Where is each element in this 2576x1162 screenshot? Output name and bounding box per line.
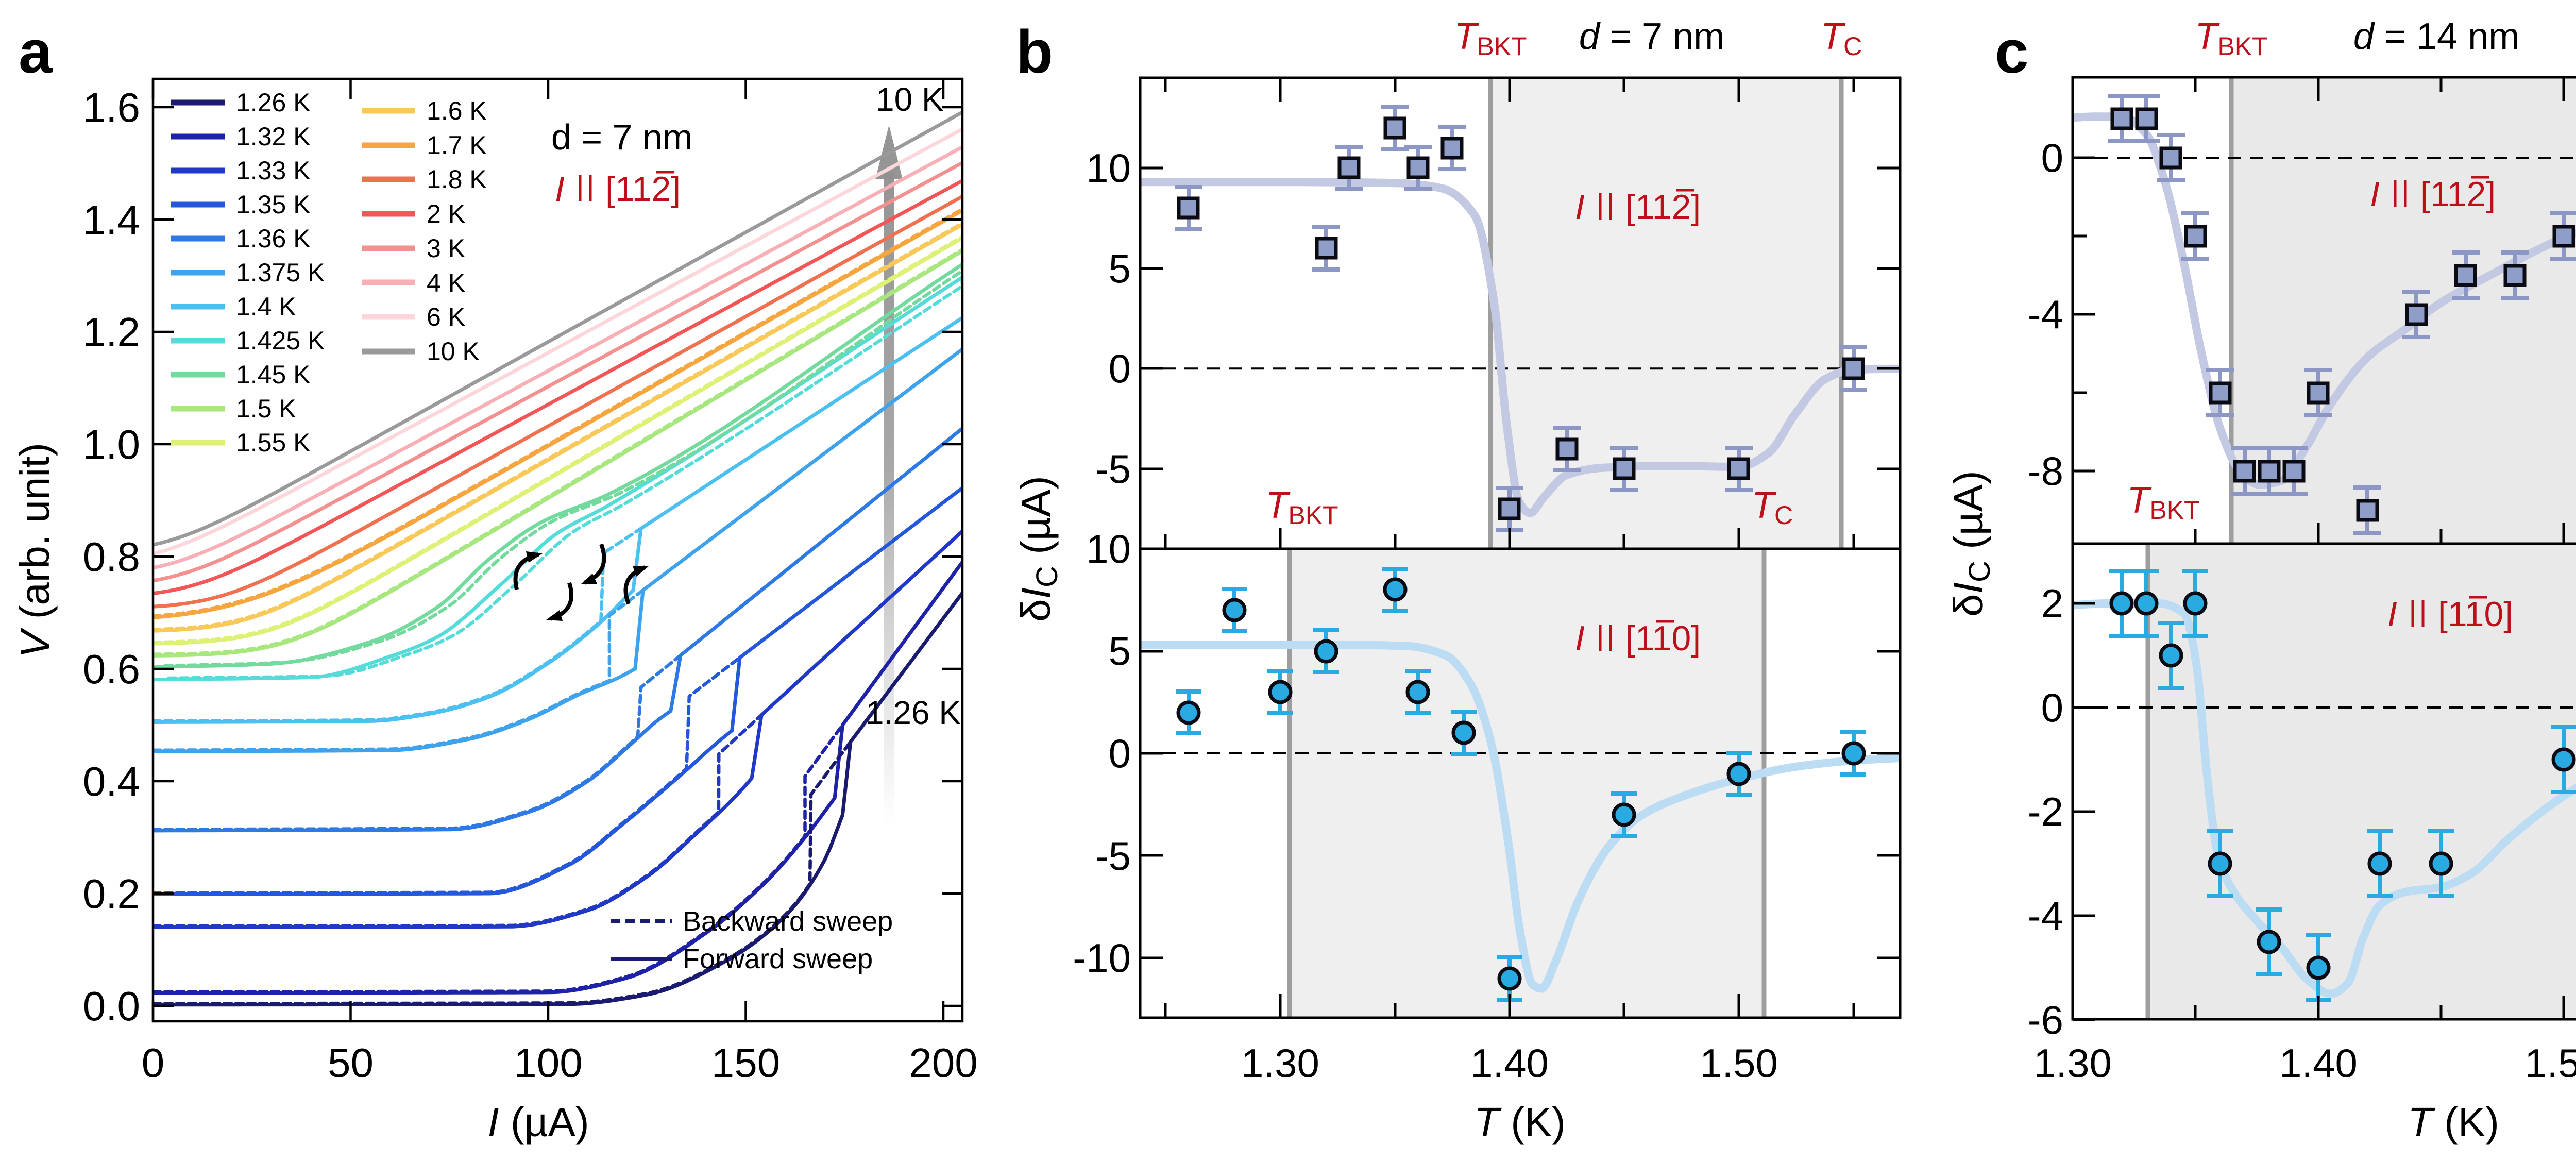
svg-text:2: 2	[2041, 581, 2063, 626]
svg-text:1.375 K: 1.375 K	[236, 258, 325, 287]
svg-text:1.35 K: 1.35 K	[236, 190, 311, 219]
svg-text:1.4: 1.4	[83, 197, 140, 243]
svg-text:3 K: 3 K	[427, 234, 465, 263]
svg-text:I (µA): I (µA)	[487, 1099, 589, 1145]
svg-text:[112]: [112]	[2420, 175, 2496, 214]
svg-text:1.40: 1.40	[2279, 1040, 2358, 1086]
svg-text:1.50: 1.50	[1700, 1040, 1778, 1086]
svg-text:TC: TC	[2574, 480, 2576, 525]
svg-text:10: 10	[1086, 145, 1131, 191]
svg-text:0.6: 0.6	[83, 646, 140, 692]
svg-text:1.26 K: 1.26 K	[866, 694, 961, 731]
svg-text:TC: TC	[1821, 16, 1862, 61]
svg-text:I: I	[2387, 595, 2397, 634]
svg-text:TC: TC	[1752, 485, 1793, 530]
svg-text:TBKT: TBKT	[2127, 480, 2199, 525]
svg-text:-2: -2	[2028, 789, 2063, 834]
svg-text:1.2: 1.2	[83, 309, 140, 355]
svg-text:100: 100	[514, 1040, 582, 1086]
svg-text:-10: -10	[1073, 935, 1131, 981]
svg-text:0: 0	[1109, 731, 1131, 776]
svg-text:1.30: 1.30	[2033, 1040, 2112, 1086]
svg-text:1.50: 1.50	[2524, 1040, 2576, 1086]
svg-text:1.40: 1.40	[1470, 1040, 1549, 1086]
svg-text:I: I	[1575, 619, 1585, 658]
svg-text:-5: -5	[1095, 833, 1131, 879]
svg-text:1.6: 1.6	[83, 85, 140, 130]
svg-text:δIC (µA): δIC (µA)	[1013, 476, 1064, 622]
svg-text:T (K): T (K)	[2408, 1099, 2499, 1145]
svg-text:1.33 K: 1.33 K	[236, 156, 311, 185]
svg-text:-8: -8	[2028, 448, 2063, 494]
svg-text:200: 200	[909, 1040, 977, 1086]
svg-text:10: 10	[1086, 526, 1131, 571]
svg-text:5: 5	[1109, 628, 1131, 673]
svg-text:0.2: 0.2	[83, 871, 140, 917]
svg-text:1.55 K: 1.55 K	[236, 428, 311, 457]
svg-text:d = 7 nm: d = 7 nm	[1579, 16, 1724, 57]
svg-text:1.8 K: 1.8 K	[427, 165, 487, 194]
svg-text:2 K: 2 K	[427, 199, 465, 228]
svg-text:50: 50	[328, 1040, 374, 1086]
svg-text:0: 0	[1109, 346, 1131, 391]
svg-text:TBKT: TBKT	[1454, 16, 1527, 61]
svg-text:1.32 K: 1.32 K	[236, 122, 311, 151]
svg-text:6 K: 6 K	[427, 302, 465, 331]
svg-text:1.45 K: 1.45 K	[236, 360, 311, 389]
svg-text:[110]: [110]	[1625, 619, 1701, 658]
svg-text:I: I	[1575, 188, 1585, 227]
svg-text:1.30: 1.30	[1241, 1040, 1319, 1086]
svg-text:-4: -4	[2028, 893, 2063, 938]
svg-text:b: b	[1016, 18, 1053, 86]
svg-text:150: 150	[711, 1040, 780, 1086]
svg-text:[112]: [112]	[1625, 188, 1701, 227]
svg-text:c: c	[1995, 18, 2029, 86]
svg-text:d = 7 nm: d = 7 nm	[551, 117, 692, 157]
svg-text:I: I	[2370, 175, 2380, 214]
svg-text:1.7 K: 1.7 K	[427, 131, 487, 160]
svg-text:0.4: 0.4	[83, 759, 140, 804]
svg-text:1.5 K: 1.5 K	[236, 394, 296, 423]
svg-text:10 K: 10 K	[876, 81, 944, 118]
svg-text:10 K: 10 K	[427, 337, 480, 366]
svg-text:δIC (µA): δIC (µA)	[1945, 470, 1996, 617]
svg-text:-6: -6	[2028, 997, 2063, 1042]
svg-text:1.425 K: 1.425 K	[236, 326, 325, 355]
svg-text:Backward sweep: Backward sweep	[683, 906, 893, 937]
svg-text:0: 0	[2041, 135, 2063, 180]
svg-text:0: 0	[142, 1040, 165, 1086]
svg-text:4 K: 4 K	[427, 268, 465, 297]
svg-text:Forward sweep: Forward sweep	[683, 944, 873, 974]
svg-text:V (arb. unit): V (arb. unit)	[12, 443, 58, 658]
svg-text:1.36 K: 1.36 K	[236, 224, 311, 253]
svg-text:1.26 K: 1.26 K	[236, 88, 311, 117]
svg-text:1.4 K: 1.4 K	[236, 292, 296, 321]
svg-text:0: 0	[2041, 685, 2063, 730]
svg-text:0.8: 0.8	[83, 534, 140, 580]
svg-text:[110]: [110]	[2438, 595, 2513, 634]
svg-text:I: I	[555, 170, 565, 209]
svg-text:5: 5	[1109, 246, 1131, 291]
svg-text:TBKT: TBKT	[2195, 16, 2267, 61]
svg-text:-4: -4	[2028, 292, 2063, 337]
svg-text:a: a	[19, 18, 53, 86]
svg-text:0.0: 0.0	[83, 983, 140, 1029]
svg-text:TBKT: TBKT	[1265, 485, 1338, 530]
svg-text:d = 14 nm: d = 14 nm	[2353, 16, 2519, 57]
svg-text:-5: -5	[1095, 446, 1131, 492]
svg-text:1.6 K: 1.6 K	[427, 96, 487, 125]
svg-text:[112]: [112]	[605, 170, 681, 209]
svg-text:1.0: 1.0	[83, 422, 140, 467]
svg-text:T (K): T (K)	[1474, 1099, 1566, 1145]
